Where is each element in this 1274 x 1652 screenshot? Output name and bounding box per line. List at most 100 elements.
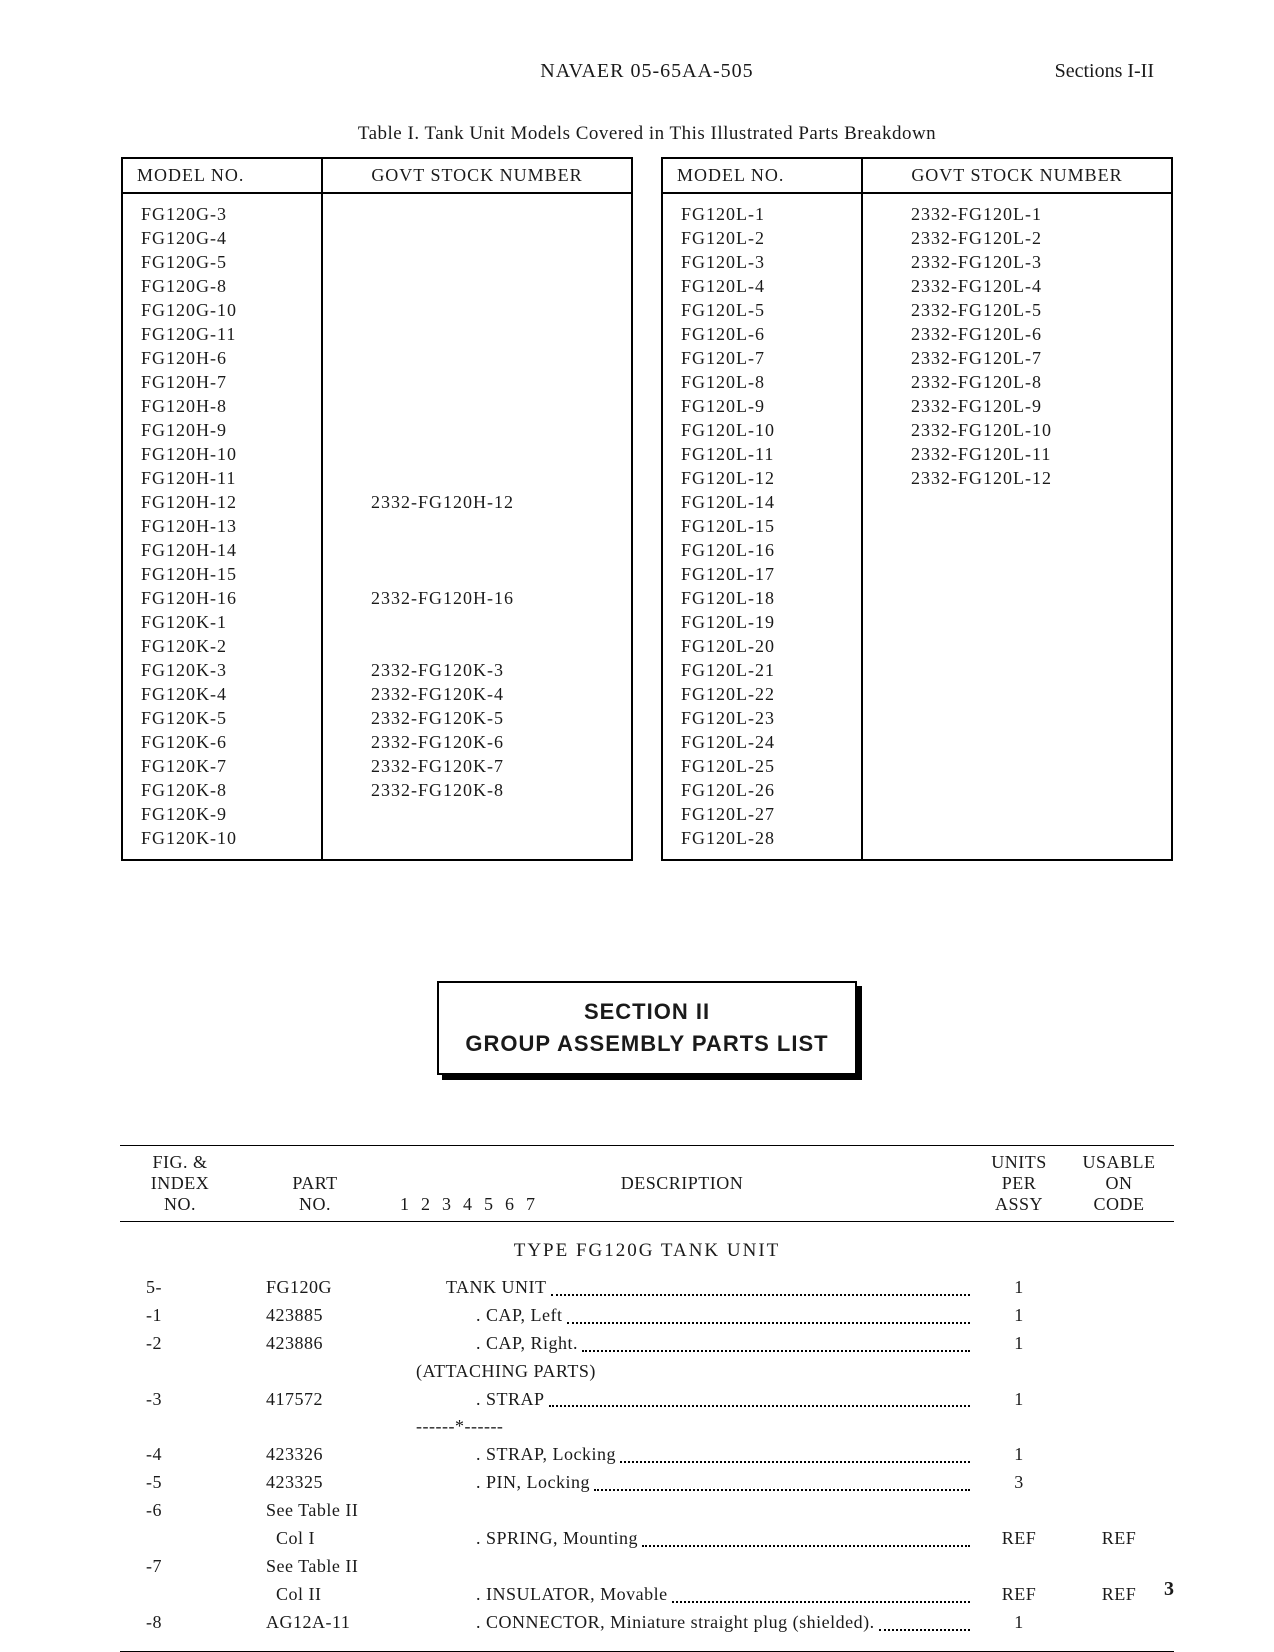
stock-cell: 2332-FG120L-7 [862,347,1172,371]
leader-dots [594,1469,970,1491]
tank-row: FG120L-28 [662,827,1172,861]
parts-row: Col II. INSULATOR, MovableREFREF [120,1581,1174,1609]
page-header: NAVAER 05-65AA-505 Sections I-II [120,60,1174,83]
tank-row: FG120H-6 [122,347,632,371]
part-no-cell: 423325 [266,1469,416,1497]
description-cell: . INSULATOR, Movable [416,1581,974,1609]
stock-cell [322,347,632,371]
usable-on-code-cell [1064,1386,1174,1414]
model-cell: FG120H-10 [122,443,322,467]
description-cell: ------*------ [416,1413,974,1441]
parts-list-header: FIG. &INDEXNO. PARTNO. DESCRIPTION 12345… [120,1146,1174,1222]
usable-on-code-cell [1064,1413,1174,1441]
col-part-no: PARTNO. [240,1152,390,1215]
tank-row: FG120L-14 [662,491,1172,515]
page-number: 3 [1164,1578,1174,1601]
model-cell: FG120L-11 [662,443,862,467]
part-no-cell: FG120G [266,1274,416,1302]
tank-row: FG120K-2 [122,635,632,659]
stock-cell: 2332-FG120L-6 [862,323,1172,347]
stock-cell [862,827,1172,861]
usable-on-code-cell [1064,1553,1174,1581]
usable-on-code-cell [1064,1330,1174,1358]
model-cell: FG120H-9 [122,419,322,443]
part-no-cell: 423326 [266,1441,416,1469]
col-fig-index: FIG. &INDEXNO. [120,1152,240,1215]
description-cell: . SPRING, Mounting [416,1525,974,1553]
model-cell: FG120H-7 [122,371,322,395]
fig-index-cell [120,1581,266,1609]
model-cell: FG120K-5 [122,707,322,731]
tank-row: FG120L-15 [662,515,1172,539]
model-cell: FG120L-16 [662,539,862,563]
leader-dots [567,1302,971,1324]
tank-row: FG120H-9 [122,419,632,443]
stock-cell [862,491,1172,515]
tank-row: FG120K-62332-FG120K-6 [122,731,632,755]
model-cell: FG120L-4 [662,275,862,299]
fig-index-cell: -4 [120,1441,266,1469]
stock-cell: 2332-FG120H-12 [322,491,632,515]
model-cell: FG120H-8 [122,395,322,419]
tank-row: FG120L-72332-FG120L-7 [662,347,1172,371]
stock-cell: 2332-FG120K-3 [322,659,632,683]
stock-cell [862,707,1172,731]
stock-cell [322,193,632,227]
stock-cell: 2332-FG120K-5 [322,707,632,731]
stock-cell [862,515,1172,539]
fig-index-cell: -3 [120,1386,266,1414]
stock-cell [862,539,1172,563]
description-cell: . STRAP [416,1386,974,1414]
description-text: . CAP, Left [476,1302,563,1330]
model-cell: FG120L-15 [662,515,862,539]
leader-dots [549,1386,970,1408]
stock-cell: 2332-FG120L-3 [862,251,1172,275]
tank-row: FG120L-22332-FG120L-2 [662,227,1172,251]
model-cell: FG120L-14 [662,491,862,515]
model-cell: FG120H-16 [122,587,322,611]
model-cell: FG120L-1 [662,193,862,227]
stock-cell: 2332-FG120L-5 [862,299,1172,323]
parts-list: FIG. &INDEXNO. PARTNO. DESCRIPTION 12345… [120,1145,1174,1652]
model-cell: FG120L-3 [662,251,862,275]
stock-cell [322,827,632,861]
section-tag: Sections I-II [1004,60,1154,83]
stock-cell: 2332-FG120K-8 [322,779,632,803]
tank-row: FG120K-82332-FG120K-8 [122,779,632,803]
leader-dots [582,1330,970,1352]
description-text: . STRAP [476,1386,545,1414]
stock-cell: 2332-FG120L-12 [862,467,1172,491]
stock-cell: 2332-FG120K-6 [322,731,632,755]
stock-cell [322,227,632,251]
tank-row: FG120G-3 [122,193,632,227]
fig-index-cell: -7 [120,1553,266,1581]
document-id: NAVAER 05-65AA-505 [290,60,1004,83]
stock-cell [322,419,632,443]
tank-row: FG120L-62332-FG120L-6 [662,323,1172,347]
fig-index-cell: -5 [120,1469,266,1497]
model-cell: FG120L-17 [662,563,862,587]
description-text: ------*------ [416,1413,503,1441]
description-cell: . CAP, Left [416,1302,974,1330]
table-1-container: MODEL NO. GOVT STOCK NUMBER FG120G-3FG12… [120,157,1174,861]
description-text: . PIN, Locking [476,1469,590,1497]
part-no-cell: 417572 [266,1386,416,1414]
model-cell: FG120G-4 [122,227,322,251]
model-cell: FG120L-18 [662,587,862,611]
tank-row: FG120L-102332-FG120L-10 [662,419,1172,443]
col-units: UNITSPERASSY [974,1152,1064,1215]
stock-cell: 2332-FG120K-7 [322,755,632,779]
description-text: . STRAP, Locking [476,1441,616,1469]
col-model: MODEL NO. [122,158,322,193]
tank-row: FG120L-42332-FG120L-4 [662,275,1172,299]
stock-cell: 2332-FG120L-2 [862,227,1172,251]
parts-row: ------*------ [120,1413,1174,1441]
leader-dots [620,1441,970,1463]
tank-row: FG120L-24 [662,731,1172,755]
stock-cell: 2332-FG120L-4 [862,275,1172,299]
description-text: TANK UNIT [446,1274,547,1302]
col-stock: GOVT STOCK NUMBER [322,158,632,193]
stock-cell: 2332-FG120L-10 [862,419,1172,443]
model-cell: FG120L-22 [662,683,862,707]
part-no-cell: 423886 [266,1330,416,1358]
